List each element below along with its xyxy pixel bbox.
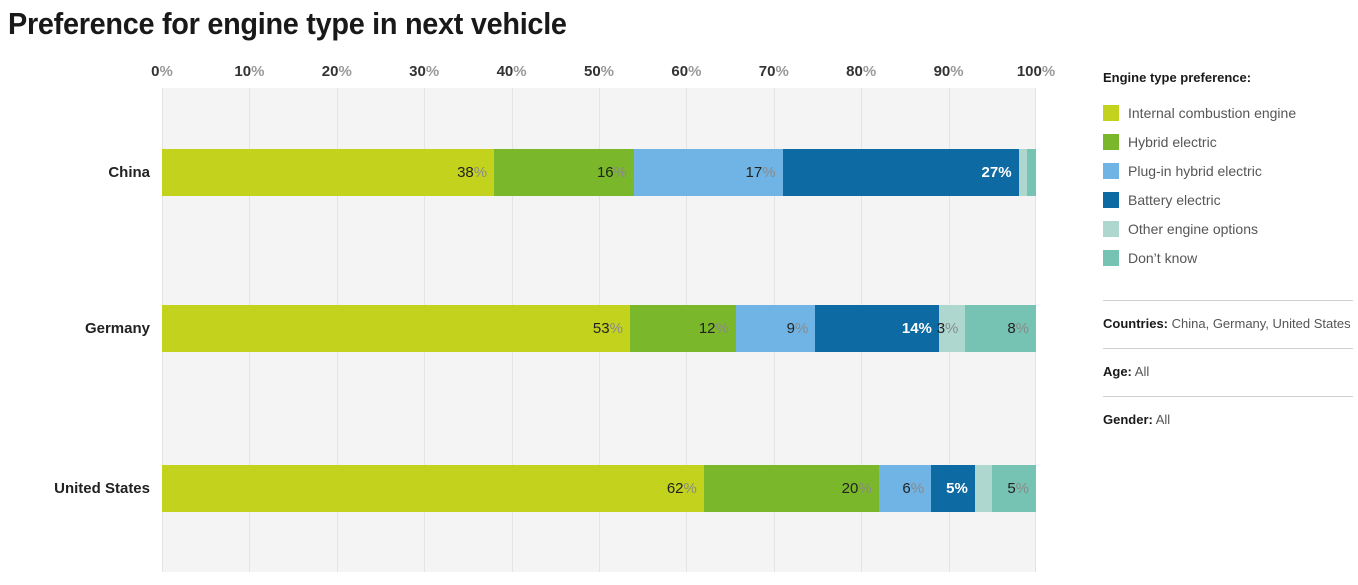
bar-segment: 6% [878,465,932,512]
filter-age-value: All [1134,364,1150,379]
bar-segment: 14% [815,305,939,352]
bar-segment: 8% [965,305,1036,352]
legend-item-label: Don’t know [1128,249,1198,266]
segment-value-label: 16% [596,164,627,181]
bar-row-united-states: 62% 20% 6% 5% 5% [162,465,1036,512]
legend-swatch [1103,191,1119,208]
segment-value-label: 62% [666,480,697,497]
filters: Countries: China, Germany, United States… [1103,300,1353,444]
bar-segment: 17% [633,149,783,196]
legend-item: Don’t know [1103,243,1353,272]
legend-item-label: Battery electric [1128,191,1221,208]
bar-row-germany: 53% 12% 9% 14% 3% 8% [162,305,1036,352]
filter-gender: Gender: All [1103,396,1353,444]
x-axis-tick: 20% [321,63,352,80]
legend-title: Engine type preference: [1103,70,1252,85]
x-axis-tick: 10% [234,63,265,80]
legend-item: Internal combustion engine [1103,98,1353,127]
segment-value-label: 3% [936,320,959,337]
legend-item: Plug-in hybrid electric [1103,156,1353,185]
bar-segment: 3% [936,305,966,352]
x-axis-tick: 0% [151,63,173,80]
legend-item: Other engine options [1103,214,1353,243]
segment-value-label: 20% [841,480,872,497]
legend-items: Internal combustion engine Hybrid electri… [1103,98,1353,272]
segment-value-label: 38% [457,164,488,181]
bar-segment: 53% [162,305,630,352]
legend-item-label: Hybrid electric [1128,133,1217,150]
category-label-united-states: United States [54,480,150,497]
filter-countries-value: China, Germany, United States [1171,316,1351,331]
segment-value-label: 14% [901,320,932,337]
x-axis-tick: 50% [583,63,615,80]
x-axis-tick: 30% [409,63,440,80]
bar-segment: 12% [629,305,736,352]
bar-segment: 9% [735,305,816,352]
x-axis-tick: 100% [1016,63,1056,80]
legend-item: Battery electric [1103,185,1353,214]
bar-segment [1027,149,1036,196]
legend-item: Hybrid electric [1103,127,1353,156]
category-label-china: China [108,164,150,181]
segment-value-label: 12% [698,320,729,337]
filter-countries: Countries: China, Germany, United States [1103,300,1353,348]
bar-segment: 5% [992,465,1036,512]
bar-segment [1018,149,1028,196]
x-axis-tick: 60% [671,63,702,80]
legend-swatch [1103,249,1119,266]
filter-gender-label: Gender: [1103,412,1153,427]
legend-swatch [1103,220,1119,237]
page-title: Preference for engine type in next vehic… [8,6,567,41]
bar-segment: 38% [162,149,495,196]
filter-countries-label: Countries: [1103,316,1168,331]
bar-segment: 27% [782,149,1019,196]
bar-segment: 5% [931,465,975,512]
segment-value-label: 27% [981,164,1012,181]
segment-value-label: 5% [1007,480,1029,497]
segment-value-label: 5% [946,480,968,497]
segment-value-label: 9% [786,320,809,337]
legend-swatch [1103,162,1119,179]
bar-row-china: 38% 16% 17% 27% [162,149,1036,196]
filter-age: Age: All [1103,348,1353,396]
x-axis-tick: 80% [846,63,877,80]
legend-item-label: Internal combustion engine [1128,104,1297,121]
bar-segment [974,465,993,512]
legend-item-label: Plug-in hybrid electric [1128,162,1262,179]
segment-value-label: 53% [592,320,623,337]
bar-segment: 20% [703,465,879,512]
segment-value-label: 17% [745,164,776,181]
filter-age-label: Age: [1103,364,1132,379]
x-axis-tick: 90% [933,63,964,80]
legend-swatch [1103,104,1119,121]
legend-item-label: Other engine options [1128,220,1258,237]
filter-gender-value: All [1155,412,1171,427]
plot-area: 38% 16% 17% 27% 53% 12% 9% 14% 3% 8% 62% 20% 6% 5% 5% [162,88,1036,572]
x-axis-tick: 70% [758,63,789,80]
bar-segment: 16% [494,149,634,196]
segment-value-label: 8% [1007,320,1029,337]
bar-segment: 62% [162,465,704,512]
segment-value-label: 6% [902,480,925,497]
legend-swatch [1103,133,1119,150]
category-label-germany: Germany [84,320,150,337]
legend: Engine type preference: Internal combust… [1103,70,1353,272]
x-axis-tick: 40% [496,63,527,80]
